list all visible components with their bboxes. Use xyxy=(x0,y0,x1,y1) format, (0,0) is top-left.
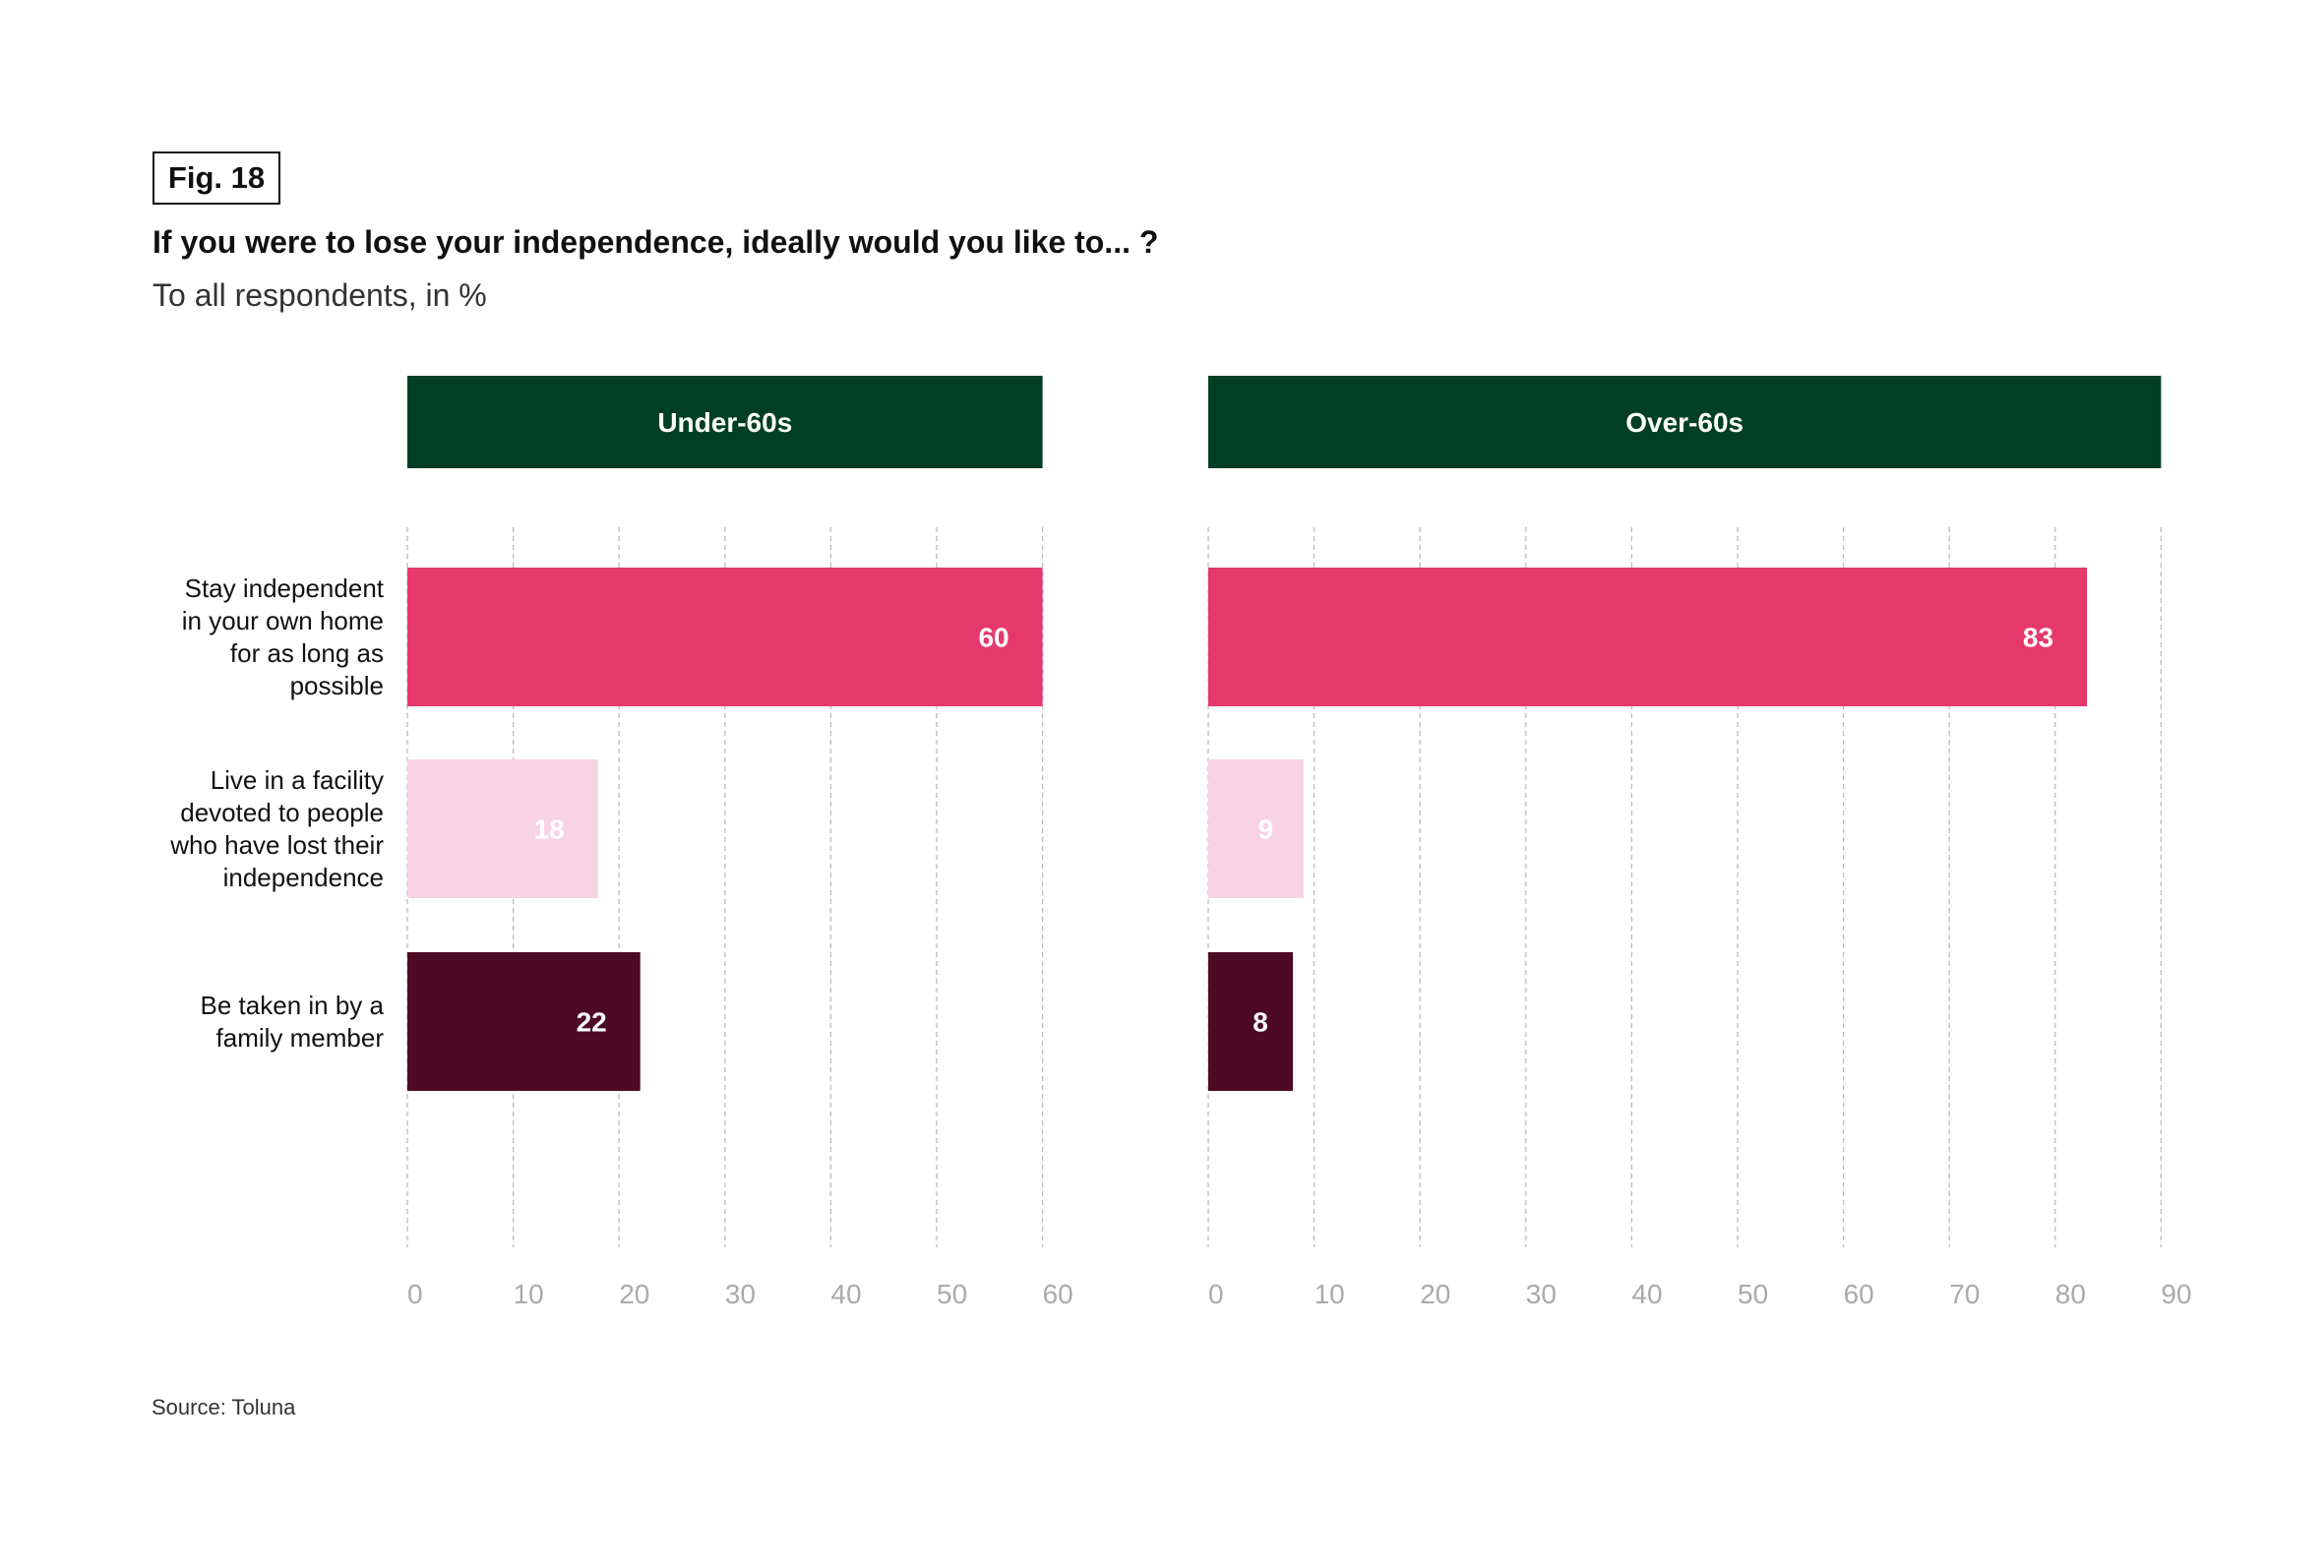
chart-title: If you were to lose your independence, i… xyxy=(153,224,1159,260)
bar-over-60s-1 xyxy=(1208,568,2088,706)
tick-label: 10 xyxy=(1315,1279,1345,1309)
category-label-line: Be taken in by a xyxy=(200,990,384,1020)
category-label-line: family member xyxy=(215,1022,384,1053)
bar-over-60s-2 xyxy=(1208,759,1304,898)
category-label-line: independence xyxy=(222,862,384,892)
tick-label: 0 xyxy=(1208,1279,1224,1309)
tick-label: 60 xyxy=(1844,1279,1874,1309)
category-label: Be taken in by a family member xyxy=(128,990,384,1055)
figure-label: Fig. 18 xyxy=(153,151,280,205)
category-label-line: Stay independent xyxy=(184,573,384,603)
tick-label: 30 xyxy=(1526,1279,1557,1309)
bar-under-60s-3 xyxy=(407,952,641,1091)
category-label: Live in a facility devoted to people who h… xyxy=(128,764,384,894)
tick-label: 70 xyxy=(1949,1279,1980,1309)
panel-header-under-60s xyxy=(407,376,1043,468)
chart-subtitle: To all respondents, in % xyxy=(153,277,487,313)
category-label-line: in your own home xyxy=(181,605,384,635)
tick-label: 60 xyxy=(1043,1279,1073,1309)
category-label: Stay independent in your own home for as l… xyxy=(128,573,384,702)
category-label-line: devoted to people xyxy=(180,797,384,827)
panel-title-over-60s: Over-60s xyxy=(1625,407,1743,438)
tick-label: 50 xyxy=(1738,1279,1768,1309)
panel-header-over-60s xyxy=(1208,376,2162,468)
bar-value-label: 18 xyxy=(534,814,565,845)
bar-under-60s-1 xyxy=(407,568,1043,706)
tick-label: 20 xyxy=(1420,1279,1450,1309)
tick-label: 80 xyxy=(2055,1279,2086,1309)
category-label-line: possible xyxy=(289,670,384,700)
category-label-line: for as long as xyxy=(229,637,384,668)
panel-title-under-60s: Under-60s xyxy=(657,407,792,438)
source-note: Source: Toluna xyxy=(152,1395,296,1419)
tick-label: 50 xyxy=(937,1279,967,1309)
bar-over-60s-3 xyxy=(1208,952,1294,1091)
tick-label: 30 xyxy=(725,1279,756,1309)
tick-label: 20 xyxy=(619,1279,649,1309)
bar-value-label: 22 xyxy=(577,1007,607,1038)
bar-value-label: 60 xyxy=(978,623,1009,653)
category-label-line: Live in a facility xyxy=(210,764,384,795)
tick-label: 40 xyxy=(830,1279,861,1309)
bar-under-60s-2 xyxy=(407,759,598,898)
bar-value-label: 8 xyxy=(1253,1007,1268,1038)
category-label-line: who have lost their xyxy=(170,829,384,860)
tick-label: 90 xyxy=(2161,1279,2191,1309)
bar-value-label: 9 xyxy=(1258,814,1274,845)
tick-label: 40 xyxy=(1631,1279,1662,1309)
bar-value-label: 83 xyxy=(2023,623,2053,653)
tick-label: 0 xyxy=(407,1279,423,1309)
tick-label: 10 xyxy=(514,1279,544,1309)
